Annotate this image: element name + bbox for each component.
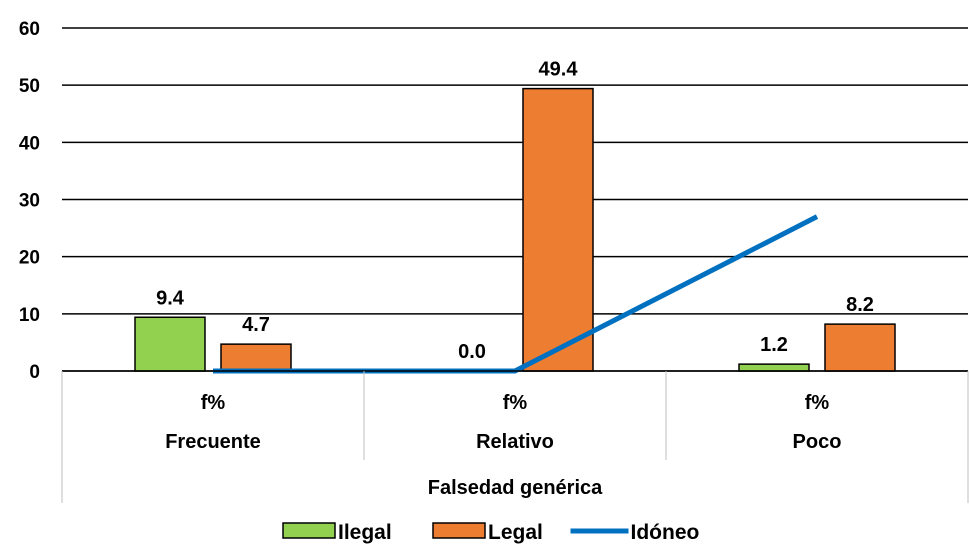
bars [134,87,896,372]
data-label: 1.2 [760,334,788,356]
legend-swatch-ilegal [282,522,336,539]
gridlines [62,27,968,372]
legend-label: Legal [488,521,543,544]
y-tick-label: 50 [19,76,40,97]
data-label: 49.4 [539,59,579,81]
y-tick-label: 30 [19,191,40,212]
data-label: 9.4 [156,287,185,309]
data-label: 0.0 [458,341,486,363]
bar-ilegal-poco [738,363,810,372]
line-series [213,214,819,374]
legend-label: Ilegal [338,521,392,544]
category-label: Poco [793,431,842,453]
group-label: Falsedad genérica [428,477,603,499]
data-label: 8.2 [846,294,874,316]
y-tick-label: 10 [19,305,40,326]
sub-category-label: f% [503,392,528,414]
bar-legal-relativo [522,87,594,372]
bar-legal-frecuente [220,343,292,372]
bar-legal-poco [824,323,896,372]
data-label: 4.7 [242,314,270,336]
bar-ilegal-frecuente [134,316,206,372]
y-tick-label: 0 [29,362,40,383]
line-idóneo [213,214,819,374]
data-labels: 9.4 0.0 1.2 4.7 49.4 8.2 [156,59,874,363]
y-tick-label: 40 [19,133,40,154]
y-tick-label: 20 [19,248,40,269]
y-axis-ticks: 0 10 20 30 40 50 60 [19,19,40,383]
legend: Ilegal Legal Idóneo [282,521,700,544]
x-axis: f% Frecuente f% Relativo f% Poco Falsedad gené… [61,370,969,503]
y-tick-label: 60 [19,19,40,40]
category-label: Relativo [476,431,554,453]
sub-category-label: f% [805,392,830,414]
legend-label: Idóneo [631,521,700,544]
legend-swatch-legal [432,522,486,539]
category-label: Frecuente [165,431,261,453]
sub-category-label: f% [201,392,226,414]
